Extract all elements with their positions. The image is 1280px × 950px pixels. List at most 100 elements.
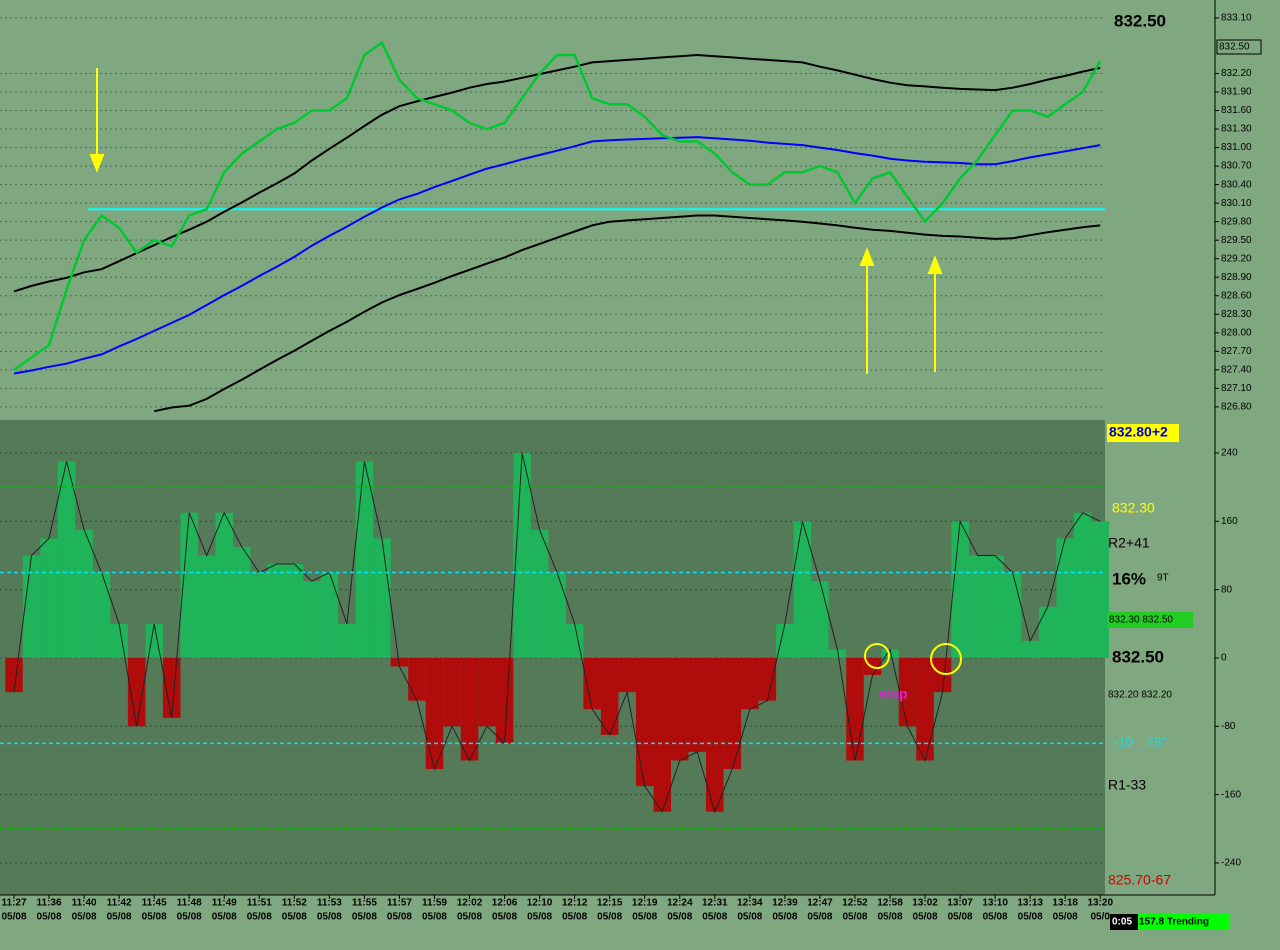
bar xyxy=(530,529,549,658)
outline xyxy=(13,452,1101,814)
y-tick-label: 829.50 xyxy=(1221,235,1252,246)
x-tick-label: 12:52 xyxy=(842,898,868,909)
x-tick-label: 11:57 xyxy=(387,898,412,909)
label-box xyxy=(1110,914,1140,930)
bar xyxy=(215,512,233,658)
x-tick-label: 11:49 xyxy=(212,898,237,909)
bar xyxy=(618,657,636,693)
bar xyxy=(268,564,286,658)
y-tick-label: 831.60 xyxy=(1221,105,1252,116)
bar xyxy=(846,657,864,761)
bar xyxy=(653,657,671,812)
series-line xyxy=(13,136,1101,375)
y-tick-label: 828.60 xyxy=(1221,290,1252,301)
neg-label: -10 xyxy=(1113,734,1133,750)
x-date-label: 05/08 xyxy=(422,912,447,923)
x-tick-label: 12:02 xyxy=(457,898,483,909)
x-date-label: 05/08 xyxy=(527,912,552,923)
x-tick-label: 13:13 xyxy=(1017,898,1043,909)
y-tick-label: -80 xyxy=(1221,721,1236,732)
bar xyxy=(600,657,619,735)
x-date-label: 05/08 xyxy=(737,912,762,923)
pair-top-label: 832.30 832.50 xyxy=(1109,615,1173,626)
plot-layer: 833.10 832.20 831.90 831.60 831.30 831.00 830.… xyxy=(0,13,1252,923)
bar xyxy=(425,657,444,770)
x-date-label: 05/08 xyxy=(177,912,202,923)
x-tick-label: 12:47 xyxy=(807,898,833,909)
price-marker: 832.50 xyxy=(1219,42,1250,53)
stop-label: stop xyxy=(878,686,908,702)
bar xyxy=(811,581,829,658)
y-tick-label: 0 xyxy=(1221,653,1227,664)
bar xyxy=(916,657,934,761)
y-tick-label: 832.20 xyxy=(1221,68,1252,79)
x-date-label: 05/08 xyxy=(387,912,412,923)
y-tick-label: 827.70 xyxy=(1221,346,1252,357)
x-tick-label: 12:12 xyxy=(562,898,588,909)
bar xyxy=(57,461,76,658)
x-tick-label: 13:07 xyxy=(947,898,973,909)
x-date-label: 05/08 xyxy=(1053,912,1078,923)
bar xyxy=(548,572,566,658)
x-tick-label: 11:55 xyxy=(352,898,377,909)
y-tick-label: 828.00 xyxy=(1221,327,1252,338)
bar xyxy=(75,529,93,658)
bar xyxy=(92,572,111,658)
x-date-label: 05/08 xyxy=(247,912,272,923)
x-tick-label: 11:27 xyxy=(1,898,26,909)
bar xyxy=(1021,640,1039,658)
x-date-label: 05/08 xyxy=(142,912,167,923)
degree-label: 78° xyxy=(1146,734,1167,750)
x-date-label: 05/08 xyxy=(667,912,692,923)
x-date-label: 05/08 xyxy=(317,912,342,923)
bar xyxy=(127,657,146,727)
bar xyxy=(373,538,391,658)
last-price: 832.50 xyxy=(1114,11,1166,30)
bar xyxy=(197,555,216,658)
x-tick-label: 12:31 xyxy=(702,898,728,909)
series-line xyxy=(13,53,1101,293)
bar xyxy=(951,521,969,658)
timer-label: 0:05 xyxy=(1112,917,1132,928)
bar xyxy=(5,657,23,693)
bar xyxy=(180,512,198,658)
x-date-label: 05/08 xyxy=(562,912,587,923)
bar xyxy=(1038,606,1057,658)
r2-label: R2+41 xyxy=(1108,535,1150,551)
y-tick-label: 240 xyxy=(1221,448,1238,459)
x-date-label: 05/08 xyxy=(352,912,377,923)
bar xyxy=(355,461,374,658)
x-date-label: 05/08 xyxy=(37,912,62,923)
x-date-label: 05/08 xyxy=(807,912,832,923)
bar xyxy=(828,649,847,658)
bar xyxy=(741,657,759,710)
mid-price: 832.50 xyxy=(1112,647,1164,666)
bar xyxy=(40,538,58,658)
y-tick-label: 831.90 xyxy=(1221,87,1252,98)
series-line xyxy=(153,214,1101,413)
bar xyxy=(968,555,987,658)
x-date-label: 05/08 xyxy=(457,912,482,923)
y-tick-label: 833.10 xyxy=(1221,13,1252,24)
bar xyxy=(706,657,724,812)
y-tick-label: -240 xyxy=(1221,858,1241,869)
bar xyxy=(478,657,496,727)
y-tick-label: 830.40 xyxy=(1221,179,1252,190)
x-date-label: 05/08 xyxy=(772,912,797,923)
bar xyxy=(460,657,479,761)
bar xyxy=(338,623,356,658)
y-tick-label: 80 xyxy=(1221,584,1233,595)
y-tick-label: 828.30 xyxy=(1221,309,1252,320)
r1-label: R1-33 xyxy=(1108,777,1146,793)
bar xyxy=(1091,521,1109,658)
bar xyxy=(303,581,321,658)
x-tick-label: 11:52 xyxy=(282,898,307,909)
bar xyxy=(933,657,952,693)
bar xyxy=(1056,538,1074,658)
y-tick-label: 827.10 xyxy=(1221,383,1252,394)
x-tick-label: 11:42 xyxy=(107,898,132,909)
y-tick-label: 828.90 xyxy=(1221,272,1252,283)
bar xyxy=(495,657,514,744)
bar xyxy=(881,649,899,658)
